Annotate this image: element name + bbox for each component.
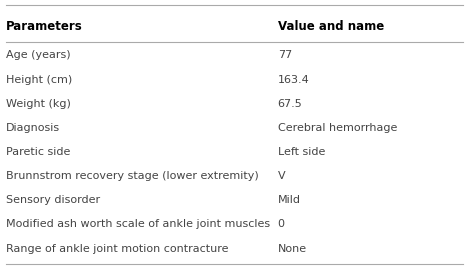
- Text: Cerebral hemorrhage: Cerebral hemorrhage: [277, 123, 397, 133]
- Text: Brunnstrom recovery stage (lower extremity): Brunnstrom recovery stage (lower extremi…: [6, 171, 259, 181]
- Text: 67.5: 67.5: [277, 99, 302, 109]
- Text: Sensory disorder: Sensory disorder: [6, 195, 100, 205]
- Text: Value and name: Value and name: [277, 20, 384, 33]
- Text: Mild: Mild: [277, 195, 301, 205]
- Text: Modified ash worth scale of ankle joint muscles: Modified ash worth scale of ankle joint …: [6, 219, 270, 229]
- Text: V: V: [277, 171, 285, 181]
- Text: Parameters: Parameters: [6, 20, 83, 33]
- Text: Range of ankle joint motion contracture: Range of ankle joint motion contracture: [6, 244, 228, 254]
- Text: 163.4: 163.4: [277, 75, 309, 85]
- Text: None: None: [277, 244, 307, 254]
- Text: Diagnosis: Diagnosis: [6, 123, 60, 133]
- Text: Paretic side: Paretic side: [6, 147, 71, 157]
- Text: Age (years): Age (years): [6, 50, 71, 61]
- Text: 0: 0: [277, 219, 284, 229]
- Text: Left side: Left side: [277, 147, 325, 157]
- Text: Height (cm): Height (cm): [6, 75, 72, 85]
- Text: Weight (kg): Weight (kg): [6, 99, 71, 109]
- Text: 77: 77: [277, 50, 292, 61]
